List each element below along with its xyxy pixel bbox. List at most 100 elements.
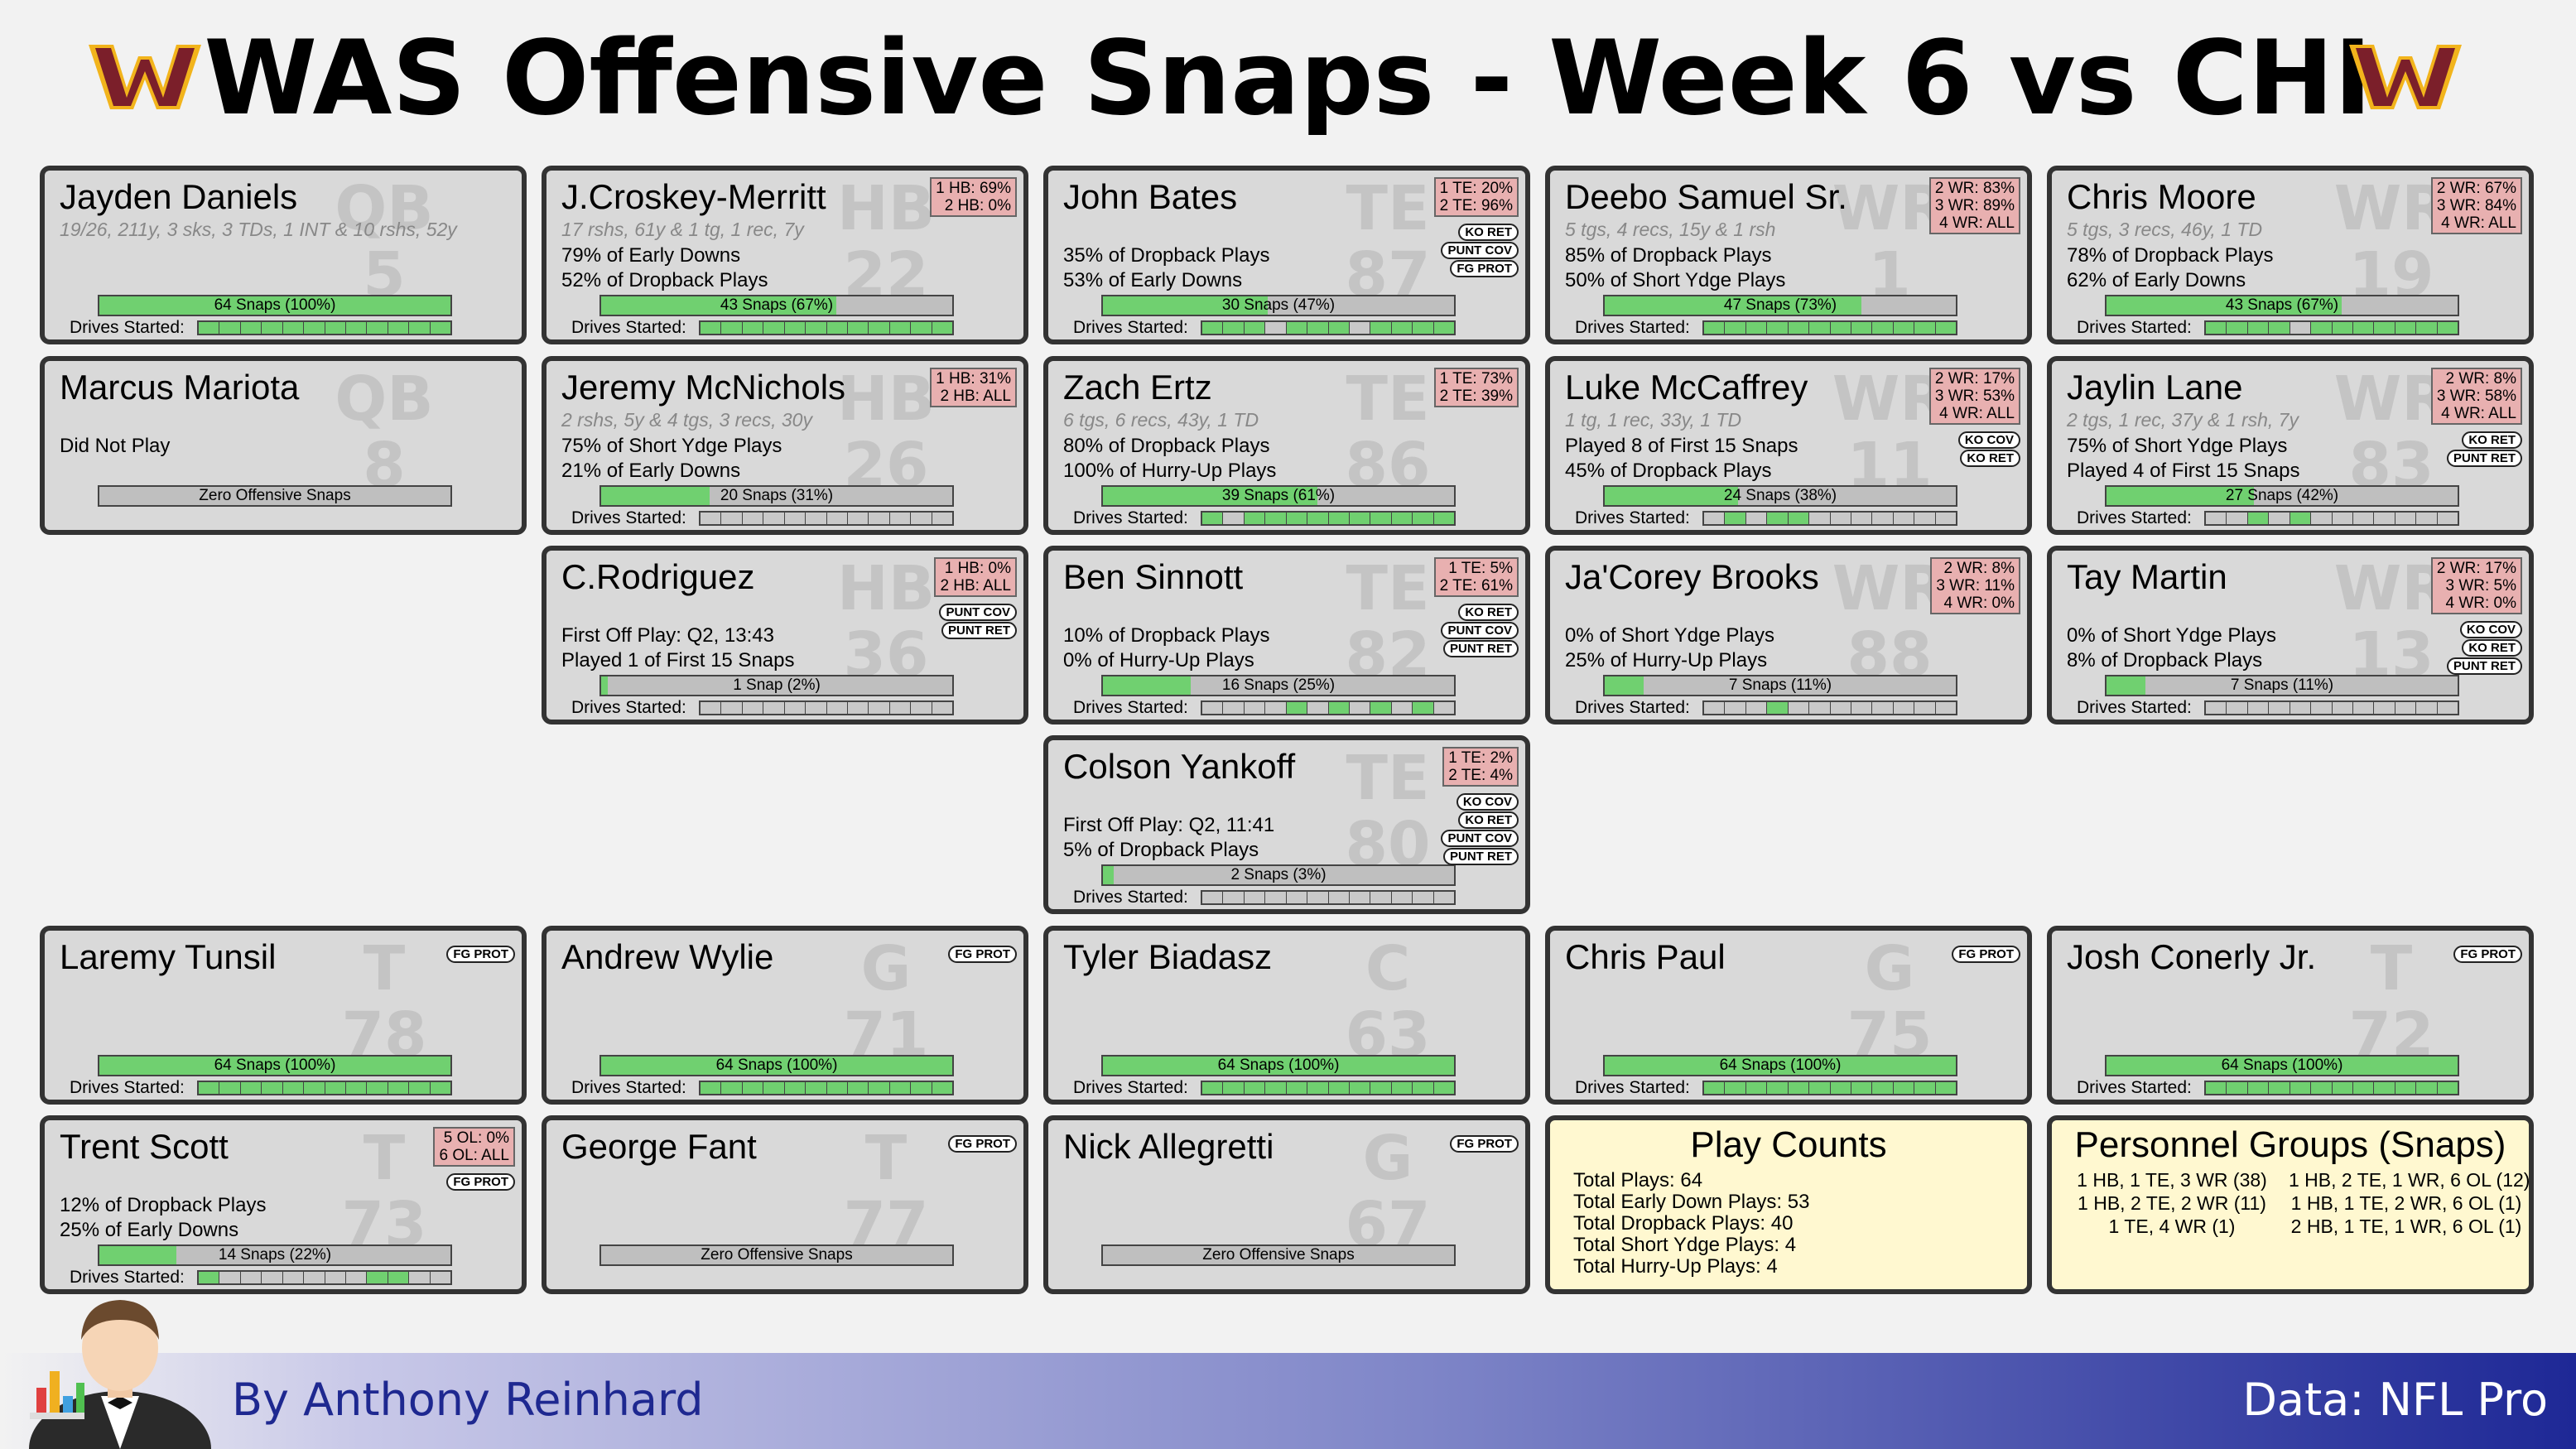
player-card: T 78 Laremy Tunsil FG PROT 64 Snaps (100%) Dr… <box>40 926 527 1105</box>
drive-segment <box>2247 1082 2270 1094</box>
drive-segment <box>763 513 785 524</box>
usage-stat: Played 8 of First 15 Snaps <box>1565 435 1798 457</box>
personnel-pct-line: 3 WR: 84% <box>2436 197 2516 214</box>
drive-segment <box>2416 702 2438 714</box>
drive-segment <box>1223 1082 1245 1094</box>
drive-segment <box>2227 513 2248 524</box>
special-teams-badge: KO COV <box>1456 793 1519 811</box>
drive-segment <box>2353 513 2375 524</box>
drive-segment <box>283 1272 305 1283</box>
drive-segment <box>1265 513 1287 524</box>
team-logo-left <box>89 45 201 109</box>
drives-started-label: Drives Started: <box>571 1078 686 1097</box>
drive-segment <box>1370 1082 1392 1094</box>
drive-segment <box>241 1272 262 1283</box>
drive-segment <box>2332 1082 2353 1094</box>
position-label: TE <box>1346 743 1430 814</box>
drive-segment <box>1370 513 1392 524</box>
drive-segment <box>701 513 722 524</box>
snap-bar: Zero Offensive Snaps <box>98 485 452 507</box>
drive-segment <box>2416 1082 2438 1094</box>
snap-bar-fill <box>1103 866 1114 884</box>
drives-started-label: Drives Started: <box>1575 508 1690 527</box>
drive-segment <box>2247 513 2270 524</box>
personnel-pct-line: 1 TE: 5% <box>1448 560 1513 577</box>
usage-stat: 45% of Dropback Plays <box>1565 460 1772 482</box>
snap-bar: 7 Snaps (11%) <box>2105 675 2459 696</box>
personnel-group-line: 2 HB, 1 TE, 1 WR, 6 OL (1) <box>2290 1216 2522 1237</box>
position-watermark: T 78 <box>326 936 442 1068</box>
snap-bar: 64 Snaps (100%) <box>599 1055 954 1076</box>
drive-segment <box>1350 322 1371 334</box>
drive-segment <box>2206 702 2227 714</box>
special-teams-badge: FG PROT <box>948 1135 1017 1153</box>
special-teams-badge: PUNT RET <box>2447 450 2522 467</box>
drive-segment <box>262 322 283 334</box>
player-name: Josh Conerly Jr. <box>2067 937 2317 976</box>
drive-segment <box>345 322 368 334</box>
snap-bar-fill <box>2107 296 2342 315</box>
drive-segment <box>1851 513 1873 524</box>
drive-segment <box>1244 513 1266 524</box>
player-name: Deebo Samuel Sr. <box>1565 177 1847 216</box>
snap-count-label: 7 Snaps (11%) <box>1728 676 1832 694</box>
snap-bar: 64 Snaps (100%) <box>1101 1055 1456 1076</box>
play-count-line: Total Short Ydge Plays: 4 <box>1573 1234 1797 1256</box>
drive-segment <box>1872 1082 1894 1094</box>
player-name: Ben Sinnott <box>1063 557 1244 596</box>
drive-segment <box>262 1272 283 1283</box>
special-teams-badge: KO RET <box>2462 639 2522 657</box>
drive-segment <box>2247 322 2270 334</box>
drive-segment <box>1413 892 1434 903</box>
personnel-group-line: 1 HB, 1 TE, 3 WR (38) <box>2077 1169 2267 1191</box>
usage-stat: Did Not Play <box>60 435 171 457</box>
snap-count-label: 30 Snaps (47%) <box>1221 296 1336 314</box>
drive-segment <box>2290 702 2312 714</box>
drive-segment <box>743 702 764 714</box>
personnel-pct-line: 2 WR: 8% <box>2445 370 2516 388</box>
drive-segment <box>1831 513 1851 524</box>
drive-segment <box>1704 1082 1726 1094</box>
usage-stat: 0% of Short Ydge Plays <box>1565 624 1775 647</box>
personnel-pct-badge: 1 HB: 0% 2 HB: ALL <box>934 557 1017 597</box>
drive-segment <box>1329 892 1350 903</box>
play-count-line: Total Plays: 64 <box>1573 1169 1703 1191</box>
special-teams-badge: FG PROT <box>1952 946 2020 963</box>
drive-segment <box>1767 702 1789 714</box>
player-card: TE 86 Zach Ertz 6 tgs, 6 recs, 43y, 1 TD 80%… <box>1043 356 1530 535</box>
drive-segment <box>2269 1082 2290 1094</box>
author-byline: By Anthony Reinhard <box>232 1374 704 1426</box>
player-name: Laremy Tunsil <box>60 937 277 976</box>
drive-segment <box>1202 1082 1224 1094</box>
player-name: Zach Ertz <box>1063 368 1212 407</box>
snap-bar-fill <box>601 487 710 505</box>
special-teams-badge: PUNT RET <box>2447 657 2522 675</box>
player-card: C 63 Tyler Biadasz 64 Snaps (100%) Drives St… <box>1043 926 1530 1105</box>
drive-segment <box>367 322 388 334</box>
drive-segment <box>721 322 743 334</box>
position-label: C <box>1365 933 1411 1004</box>
personnel-pct-line: 3 WR: 11% <box>1936 577 2015 595</box>
drive-segment <box>1704 513 1726 524</box>
drive-segment <box>2437 1082 2458 1094</box>
position-watermark: G 75 <box>1832 936 1948 1068</box>
drive-segment <box>304 322 325 334</box>
drive-segment <box>742 322 764 334</box>
drive-segment <box>1286 702 1308 714</box>
player-card: QB 5 Jayden Daniels 19/26, 211y, 3 sks, 3 T… <box>40 166 527 344</box>
drive-segment <box>889 1082 912 1094</box>
drive-segment <box>1328 1082 1350 1094</box>
drive-segment <box>345 1082 368 1094</box>
drives-started-track <box>2204 1081 2459 1095</box>
player-name: Jayden Daniels <box>60 177 298 216</box>
player-card: T 73 Trent Scott 12% of Dropback Plays 25% o… <box>40 1115 527 1294</box>
position-watermark: G 67 <box>1330 1125 1446 1258</box>
drive-segment <box>743 513 764 524</box>
drives-started-track <box>2204 700 2459 715</box>
snap-bar-fill <box>2107 676 2145 695</box>
player-name: Chris Moore <box>2067 177 2256 216</box>
snap-bar: 27 Snaps (42%) <box>2105 485 2459 507</box>
personnel-pct-line: 2 HB: ALL <box>940 577 1011 595</box>
drive-segment <box>932 1082 953 1094</box>
drive-segment <box>1914 1082 1936 1094</box>
